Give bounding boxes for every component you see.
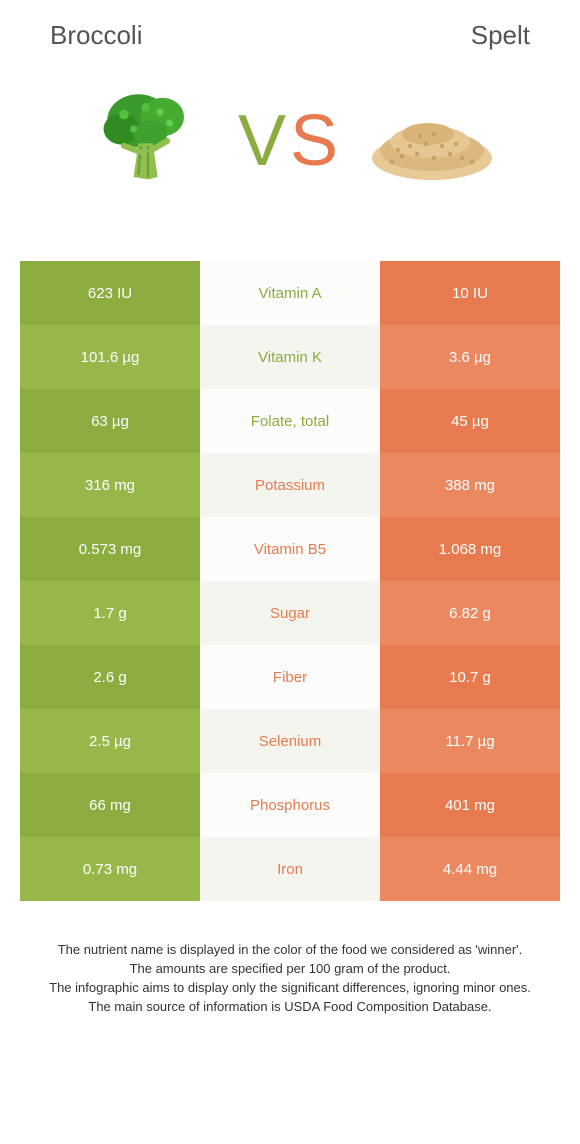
food1-value: 0.573 mg <box>20 517 200 581</box>
nutrient-name: Vitamin K <box>200 325 380 389</box>
table-row: 0.573 mgVitamin B51.068 mg <box>20 517 560 581</box>
food1-title: Broccoli <box>50 20 142 51</box>
footer-line: The nutrient name is displayed in the co… <box>30 941 550 960</box>
nutrient-name: Potassium <box>200 453 380 517</box>
nutrient-name: Selenium <box>200 709 380 773</box>
food2-value: 4.44 mg <box>380 837 560 901</box>
nutrient-name: Folate, total <box>200 389 380 453</box>
nutrient-name: Vitamin B5 <box>200 517 380 581</box>
nutrient-name: Sugar <box>200 581 380 645</box>
food-header: Broccoli Spelt <box>20 20 560 61</box>
food2-value: 388 mg <box>380 453 560 517</box>
table-row: 101.6 µgVitamin K3.6 µg <box>20 325 560 389</box>
spelt-icon <box>362 71 502 211</box>
nutrient-name: Vitamin A <box>200 261 380 325</box>
food2-value: 11.7 µg <box>380 709 560 773</box>
comparison-table: 623 IUVitamin A10 IU101.6 µgVitamin K3.6… <box>20 261 560 901</box>
food2-value: 401 mg <box>380 773 560 837</box>
food2-value: 45 µg <box>380 389 560 453</box>
food2-value: 6.82 g <box>380 581 560 645</box>
food1-value: 623 IU <box>20 261 200 325</box>
table-row: 66 mgPhosphorus401 mg <box>20 773 560 837</box>
food1-value: 63 µg <box>20 389 200 453</box>
table-row: 1.7 gSugar6.82 g <box>20 581 560 645</box>
footer-line: The amounts are specified per 100 gram o… <box>30 960 550 979</box>
food1-value: 2.6 g <box>20 645 200 709</box>
food1-value: 1.7 g <box>20 581 200 645</box>
food1-value: 101.6 µg <box>20 325 200 389</box>
food1-value: 316 mg <box>20 453 200 517</box>
food2-value: 10 IU <box>380 261 560 325</box>
vs-row: VS <box>20 61 560 261</box>
food2-value: 10.7 g <box>380 645 560 709</box>
vs-s: S <box>290 100 342 182</box>
broccoli-icon <box>78 71 218 211</box>
vs-v: V <box>238 100 290 182</box>
infographic-page: Broccoli Spelt VS <box>0 0 580 1046</box>
table-row: 0.73 mgIron4.44 mg <box>20 837 560 901</box>
footer-line: The infographic aims to display only the… <box>30 979 550 998</box>
nutrient-name: Phosphorus <box>200 773 380 837</box>
table-row: 2.5 µgSelenium11.7 µg <box>20 709 560 773</box>
food2-value: 1.068 mg <box>380 517 560 581</box>
footer-notes: The nutrient name is displayed in the co… <box>20 901 560 1016</box>
food2-value: 3.6 µg <box>380 325 560 389</box>
food1-value: 66 mg <box>20 773 200 837</box>
table-row: 2.6 gFiber10.7 g <box>20 645 560 709</box>
nutrient-name: Fiber <box>200 645 380 709</box>
food1-value: 2.5 µg <box>20 709 200 773</box>
vs-label: VS <box>238 100 342 182</box>
table-row: 63 µgFolate, total45 µg <box>20 389 560 453</box>
table-row: 623 IUVitamin A10 IU <box>20 261 560 325</box>
food2-title: Spelt <box>471 20 530 51</box>
food1-value: 0.73 mg <box>20 837 200 901</box>
table-row: 316 mgPotassium388 mg <box>20 453 560 517</box>
nutrient-name: Iron <box>200 837 380 901</box>
footer-line: The main source of information is USDA F… <box>30 998 550 1017</box>
